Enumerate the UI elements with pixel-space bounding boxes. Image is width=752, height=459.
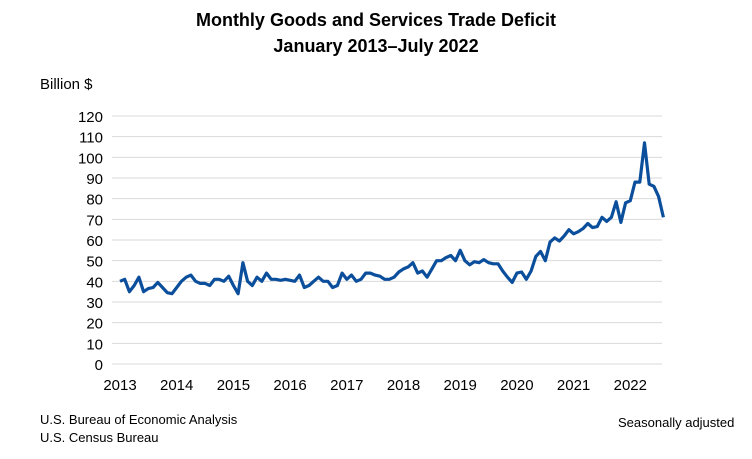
source-line: U.S. Bureau of Economic Analysis	[40, 412, 238, 427]
y-tick-label: 60	[86, 233, 103, 250]
y-tick-label: 70	[86, 212, 103, 229]
chart-subtitle: January 2013–July 2022	[273, 36, 479, 56]
y-tick-label: 110	[79, 130, 103, 147]
y-tick-label: 80	[86, 192, 103, 209]
y-tick-label: 10	[86, 336, 103, 353]
x-tick-label: 2017	[330, 377, 363, 394]
y-tick-label: 20	[86, 316, 103, 333]
y-axis-label: Billion $	[40, 76, 93, 93]
source-line: U.S. Census Bureau	[40, 430, 159, 445]
x-tick-label: 2021	[557, 377, 590, 394]
x-tick-label: 2015	[217, 377, 250, 394]
x-tick-label: 2014	[160, 377, 193, 394]
seasonal-note: Seasonally adjusted	[618, 415, 735, 430]
y-tick-label: 40	[86, 274, 103, 291]
series-line	[119, 141, 665, 296]
chart-title: Monthly Goods and Services Trade Deficit	[195, 10, 557, 30]
x-tick-label: 2020	[500, 377, 533, 394]
x-tick-label: 2022	[614, 377, 647, 394]
x-tick-label: 2019	[444, 377, 477, 394]
y-tick-label: 90	[86, 171, 103, 188]
x-tick-label: 2013	[103, 377, 136, 394]
y-tick-label: 0	[95, 357, 103, 374]
y-tick-label: 120	[78, 109, 103, 126]
x-tick-label: 2018	[387, 377, 420, 394]
y-tick-label: 100	[78, 150, 103, 167]
y-tick-label: 30	[86, 295, 103, 312]
x-tick-label: 2016	[273, 377, 306, 394]
y-tick-label: 50	[86, 254, 103, 271]
